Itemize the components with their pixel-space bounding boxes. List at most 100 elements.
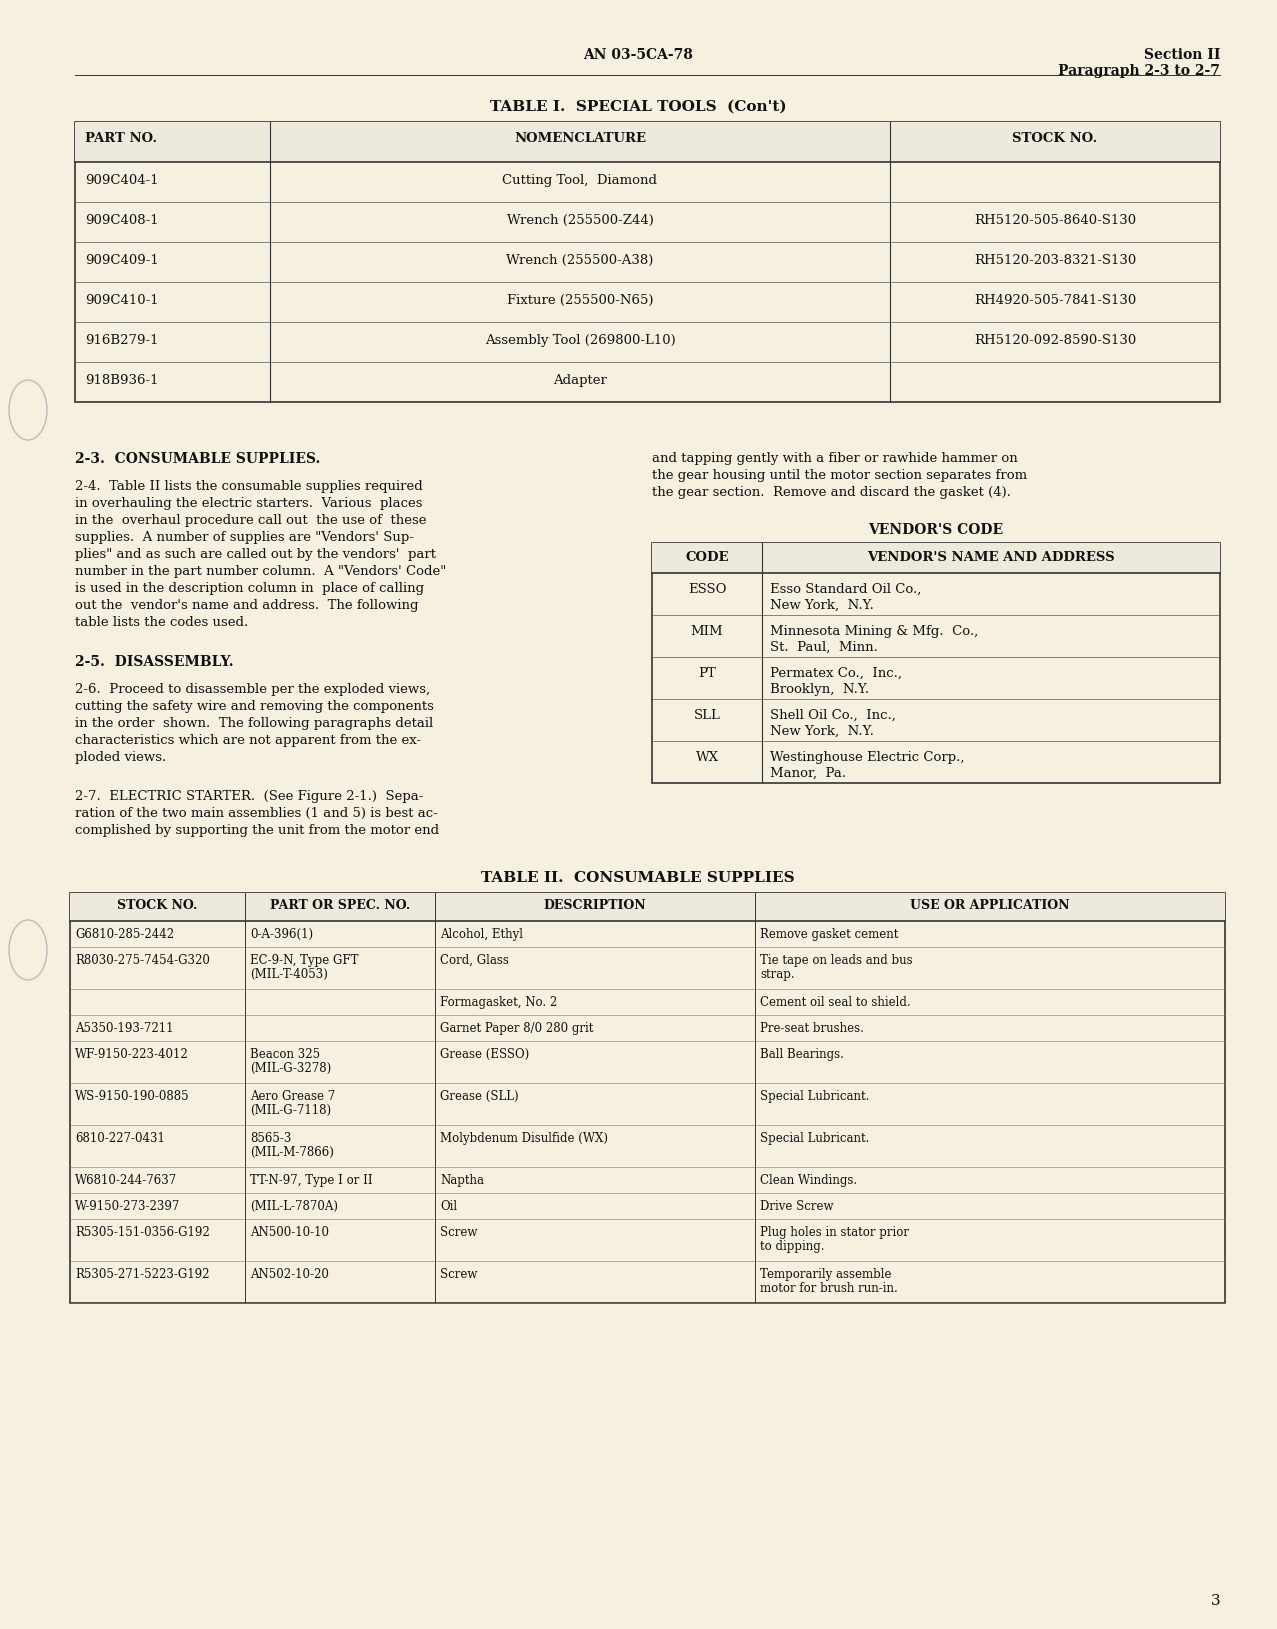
Text: Minnesota Mining & Mfg.  Co.,: Minnesota Mining & Mfg. Co., (770, 626, 978, 639)
Text: WF-9150-223-4012: WF-9150-223-4012 (75, 1047, 189, 1060)
Text: WX: WX (696, 751, 719, 764)
Text: (MIL-G-3278): (MIL-G-3278) (250, 1062, 331, 1075)
Text: to dipping.: to dipping. (760, 1240, 825, 1253)
Text: 2-3.  CONSUMABLE SUPPLIES.: 2-3. CONSUMABLE SUPPLIES. (75, 451, 321, 466)
Text: 909C410-1: 909C410-1 (86, 293, 158, 306)
Text: RH5120-092-8590-S130: RH5120-092-8590-S130 (974, 334, 1137, 347)
Text: Grease (ESSO): Grease (ESSO) (441, 1047, 529, 1060)
Text: 2-4.  Table II lists the consumable supplies required: 2-4. Table II lists the consumable suppl… (75, 481, 423, 494)
Text: ESSO: ESSO (688, 583, 727, 596)
Text: (MIL-G-7118): (MIL-G-7118) (250, 1104, 331, 1117)
Bar (75, 122, 1220, 402)
Text: Remove gasket cement: Remove gasket cement (760, 929, 899, 942)
Text: Fixture (255500-N65): Fixture (255500-N65) (507, 293, 654, 306)
Text: STOCK NO.: STOCK NO. (116, 899, 197, 912)
Text: is used in the description column in  place of calling: is used in the description column in pla… (75, 582, 424, 595)
Ellipse shape (9, 380, 47, 440)
Text: out the  vendor's name and address.  The following: out the vendor's name and address. The f… (75, 599, 419, 613)
Text: St.  Paul,  Minn.: St. Paul, Minn. (770, 640, 877, 653)
Text: 909C404-1: 909C404-1 (86, 174, 158, 187)
Text: Paragraph 2-3 to 2-7: Paragraph 2-3 to 2-7 (1059, 64, 1220, 78)
Text: Esso Standard Oil Co.,: Esso Standard Oil Co., (770, 583, 922, 596)
Text: Plug holes in stator prior: Plug holes in stator prior (760, 1227, 909, 1240)
Text: EC-9-N, Type GFT: EC-9-N, Type GFT (250, 955, 359, 968)
Text: Westinghouse Electric Corp.,: Westinghouse Electric Corp., (770, 751, 964, 764)
Text: in overhauling the electric starters.  Various  places: in overhauling the electric starters. Va… (75, 497, 423, 510)
Text: Clean Windings.: Clean Windings. (760, 1175, 857, 1188)
Text: Shell Oil Co.,  Inc.,: Shell Oil Co., Inc., (770, 709, 896, 722)
Text: (MIL-M-7866): (MIL-M-7866) (250, 1145, 333, 1158)
Text: Ball Bearings.: Ball Bearings. (760, 1047, 844, 1060)
Text: New York,  N.Y.: New York, N.Y. (770, 725, 873, 738)
Text: Pre-seat brushes.: Pre-seat brushes. (760, 1021, 863, 1034)
Text: VENDOR'S NAME AND ADDRESS: VENDOR'S NAME AND ADDRESS (867, 551, 1115, 564)
Text: 916B279-1: 916B279-1 (86, 334, 158, 347)
Text: (MIL-L-7870A): (MIL-L-7870A) (250, 1201, 338, 1214)
Bar (70, 893, 1225, 1303)
Text: DESCRIPTION: DESCRIPTION (544, 899, 646, 912)
Text: RH4920-505-7841-S130: RH4920-505-7841-S130 (974, 293, 1137, 306)
Text: CODE: CODE (686, 551, 729, 564)
Text: Formagasket, No. 2: Formagasket, No. 2 (441, 995, 557, 1008)
Text: Screw: Screw (441, 1227, 478, 1240)
Text: SLL: SLL (693, 709, 720, 722)
Bar (653, 542, 1220, 784)
Text: Garnet Paper 8/0 280 grit: Garnet Paper 8/0 280 grit (441, 1021, 594, 1034)
Text: PART NO.: PART NO. (86, 132, 157, 145)
Text: W6810-244-7637: W6810-244-7637 (75, 1175, 178, 1188)
Text: NOMENCLATURE: NOMENCLATURE (515, 132, 646, 145)
Text: and tapping gently with a fiber or rawhide hammer on: and tapping gently with a fiber or rawhi… (653, 451, 1018, 464)
Text: 6810-227-0431: 6810-227-0431 (75, 1132, 165, 1145)
Text: WS-9150-190-0885: WS-9150-190-0885 (75, 1090, 189, 1103)
Text: complished by supporting the unit from the motor end: complished by supporting the unit from t… (75, 824, 439, 837)
Text: 2-6.  Proceed to disassemble per the exploded views,: 2-6. Proceed to disassemble per the expl… (75, 683, 430, 696)
Text: Adapter: Adapter (553, 375, 607, 388)
Text: 909C409-1: 909C409-1 (86, 254, 158, 267)
Text: Section II: Section II (1143, 47, 1220, 62)
Text: table lists the codes used.: table lists the codes used. (75, 616, 248, 629)
Text: G6810-285-2442: G6810-285-2442 (75, 929, 174, 942)
Text: Drive Screw: Drive Screw (760, 1201, 834, 1214)
Text: Tie tape on leads and bus: Tie tape on leads and bus (760, 955, 913, 968)
Text: TABLE II.  CONSUMABLE SUPPLIES: TABLE II. CONSUMABLE SUPPLIES (481, 872, 794, 885)
Text: RH5120-203-8321-S130: RH5120-203-8321-S130 (974, 254, 1137, 267)
Bar (75, 122, 1220, 161)
Text: Oil: Oil (441, 1201, 457, 1214)
Text: Naptha: Naptha (441, 1175, 484, 1188)
Text: AN 03-5CA-78: AN 03-5CA-78 (584, 47, 693, 62)
Text: VENDOR'S CODE: VENDOR'S CODE (868, 523, 1004, 538)
Text: Molybdenum Disulfide (WX): Molybdenum Disulfide (WX) (441, 1132, 608, 1145)
Text: supplies.  A number of supplies are "Vendors' Sup-: supplies. A number of supplies are "Vend… (75, 531, 414, 544)
Text: Manor,  Pa.: Manor, Pa. (770, 767, 847, 780)
Text: Special Lubricant.: Special Lubricant. (760, 1132, 870, 1145)
Ellipse shape (9, 920, 47, 981)
Text: RH5120-505-8640-S130: RH5120-505-8640-S130 (974, 213, 1137, 226)
Text: Permatex Co.,  Inc.,: Permatex Co., Inc., (770, 666, 902, 679)
Text: AN500-10-10: AN500-10-10 (250, 1227, 329, 1240)
Text: USE OR APPLICATION: USE OR APPLICATION (911, 899, 1070, 912)
Text: the gear section.  Remove and discard the gasket (4).: the gear section. Remove and discard the… (653, 485, 1011, 498)
Text: Aero Grease 7: Aero Grease 7 (250, 1090, 336, 1103)
Text: plies" and as such are called out by the vendors'  part: plies" and as such are called out by the… (75, 547, 435, 560)
Text: characteristics which are not apparent from the ex-: characteristics which are not apparent f… (75, 735, 421, 748)
Text: Wrench (255500-Z44): Wrench (255500-Z44) (507, 213, 654, 226)
Text: Special Lubricant.: Special Lubricant. (760, 1090, 870, 1103)
Text: motor for brush run-in.: motor for brush run-in. (760, 1282, 898, 1295)
Text: R5305-271-5223-G192: R5305-271-5223-G192 (75, 1267, 209, 1280)
Text: the gear housing until the motor section separates from: the gear housing until the motor section… (653, 469, 1027, 482)
Bar (653, 542, 1220, 573)
Text: 8565-3: 8565-3 (250, 1132, 291, 1145)
Text: in the order  shown.  The following paragraphs detail: in the order shown. The following paragr… (75, 717, 433, 730)
Text: number in the part number column.  A "Vendors' Code": number in the part number column. A "Ven… (75, 565, 446, 578)
Text: 3: 3 (1211, 1595, 1220, 1608)
Text: TT-N-97, Type I or II: TT-N-97, Type I or II (250, 1175, 373, 1188)
Text: 0-A-396(1): 0-A-396(1) (250, 929, 313, 942)
Text: R5305-151-0356-G192: R5305-151-0356-G192 (75, 1227, 209, 1240)
Text: Beacon 325: Beacon 325 (250, 1047, 321, 1060)
Text: W-9150-273-2397: W-9150-273-2397 (75, 1201, 180, 1214)
Text: PART OR SPEC. NO.: PART OR SPEC. NO. (269, 899, 410, 912)
Text: MIM: MIM (691, 626, 723, 639)
Text: cutting the safety wire and removing the components: cutting the safety wire and removing the… (75, 700, 434, 714)
Text: New York,  N.Y.: New York, N.Y. (770, 599, 873, 613)
Text: ration of the two main assemblies (1 and 5) is best ac-: ration of the two main assemblies (1 and… (75, 806, 438, 819)
